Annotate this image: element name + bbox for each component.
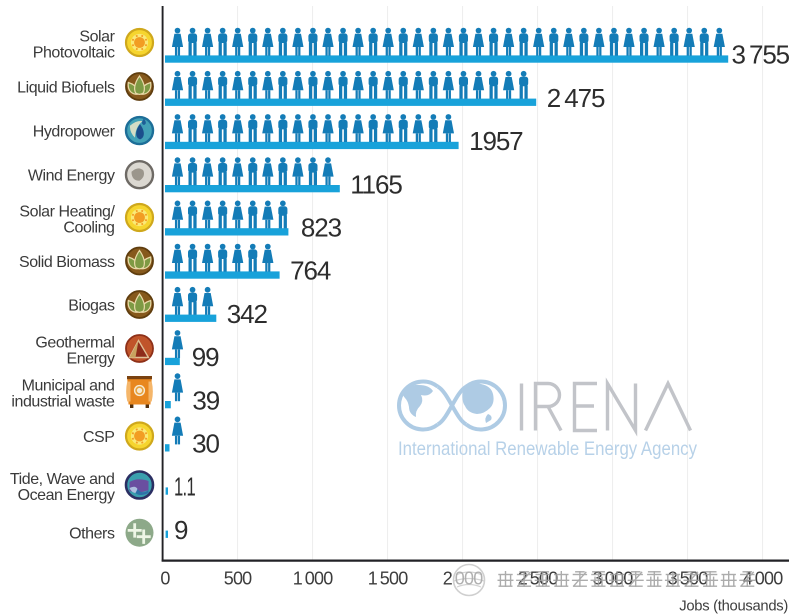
- svg-text:764: 764: [290, 256, 331, 286]
- svg-text:30: 30: [192, 429, 219, 459]
- svg-text:Jobs (thousands): Jobs (thousands): [679, 599, 788, 614]
- svg-text:industrial waste: industrial waste: [11, 393, 115, 410]
- svg-text:Energy: Energy: [67, 350, 115, 367]
- svg-text:500: 500: [224, 569, 252, 589]
- svg-text:1 500: 1 500: [368, 569, 408, 589]
- svg-text:9: 9: [174, 515, 188, 545]
- svg-text:Photovoltaic: Photovoltaic: [33, 44, 115, 61]
- svg-text:Others: Others: [69, 526, 115, 543]
- svg-text:Biogas: Biogas: [68, 297, 115, 314]
- svg-text:0: 0: [160, 569, 170, 589]
- svg-text:Solar Heating/: Solar Heating/: [19, 204, 115, 221]
- svg-text:1957: 1957: [469, 126, 523, 156]
- svg-text:2 475: 2 475: [547, 83, 605, 113]
- svg-text:Geothermal: Geothermal: [35, 335, 114, 352]
- svg-text:39: 39: [192, 385, 219, 415]
- svg-text:Cooling: Cooling: [63, 219, 114, 236]
- svg-text:Liquid Biofuels: Liquid Biofuels: [17, 79, 115, 96]
- svg-text:342: 342: [227, 299, 268, 329]
- svg-text:Wind Energy: Wind Energy: [28, 168, 115, 185]
- svg-text:1165: 1165: [350, 169, 402, 199]
- svg-text:1 000: 1 000: [293, 569, 333, 589]
- svg-text:3 755: 3 755: [732, 40, 790, 70]
- svg-text:99: 99: [192, 342, 219, 372]
- svg-text:Solar: Solar: [79, 29, 115, 46]
- svg-text:Solid Biomass: Solid Biomass: [19, 254, 115, 271]
- svg-text:3 000: 3 000: [593, 569, 633, 589]
- svg-text:CSP: CSP: [83, 429, 115, 446]
- svg-text:Ocean Energy: Ocean Energy: [18, 487, 115, 504]
- svg-text:Tide, Wave and: Tide, Wave and: [10, 471, 115, 488]
- svg-text:Hydropower: Hydropower: [33, 123, 116, 140]
- svg-text:Municipal and: Municipal and: [22, 378, 115, 395]
- svg-text:823: 823: [301, 213, 342, 243]
- svg-text:International Renewable Energy: International Renewable Energy Agency: [398, 438, 697, 460]
- svg-text:1.1: 1.1: [174, 472, 195, 502]
